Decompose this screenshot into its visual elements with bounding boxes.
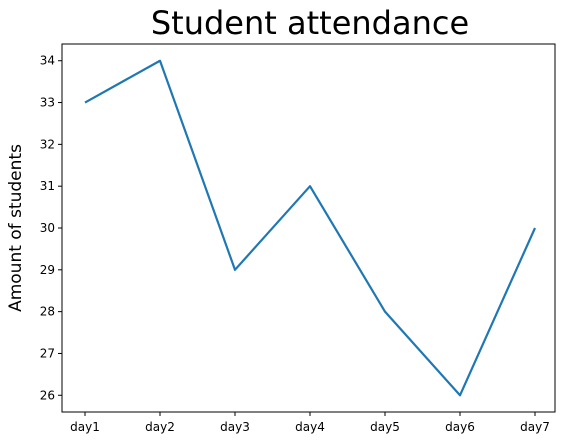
y-tick-label: 34 (40, 54, 55, 68)
x-tick-label: day5 (370, 420, 400, 434)
chart-title: Student attendance (151, 4, 469, 42)
x-tick-label: day6 (445, 420, 475, 434)
y-tick-label: 26 (40, 388, 55, 402)
y-tick-label: 33 (40, 96, 55, 110)
x-tick-label: day4 (295, 420, 325, 434)
x-tick-label: day7 (520, 420, 550, 434)
x-tick-label: day1 (70, 420, 100, 434)
series-line (84, 59, 537, 397)
y-tick-label: 30 (40, 221, 55, 235)
y-axis-label: Amount of students (6, 144, 26, 312)
x-tick-label: day2 (145, 420, 175, 434)
y-tick-label: 31 (40, 179, 55, 193)
plot-frame (61, 43, 556, 413)
y-tick-label: 28 (40, 305, 55, 319)
y-tick-label: 29 (40, 263, 55, 277)
plot-area: 26 27 28 29 30 31 32 33 34 day1 day2 day3 day4 day5 da… (40, 43, 556, 434)
y-tick-label: 32 (40, 137, 55, 151)
x-tick-label: day3 (220, 420, 250, 434)
y-tick-label: 27 (40, 346, 55, 360)
